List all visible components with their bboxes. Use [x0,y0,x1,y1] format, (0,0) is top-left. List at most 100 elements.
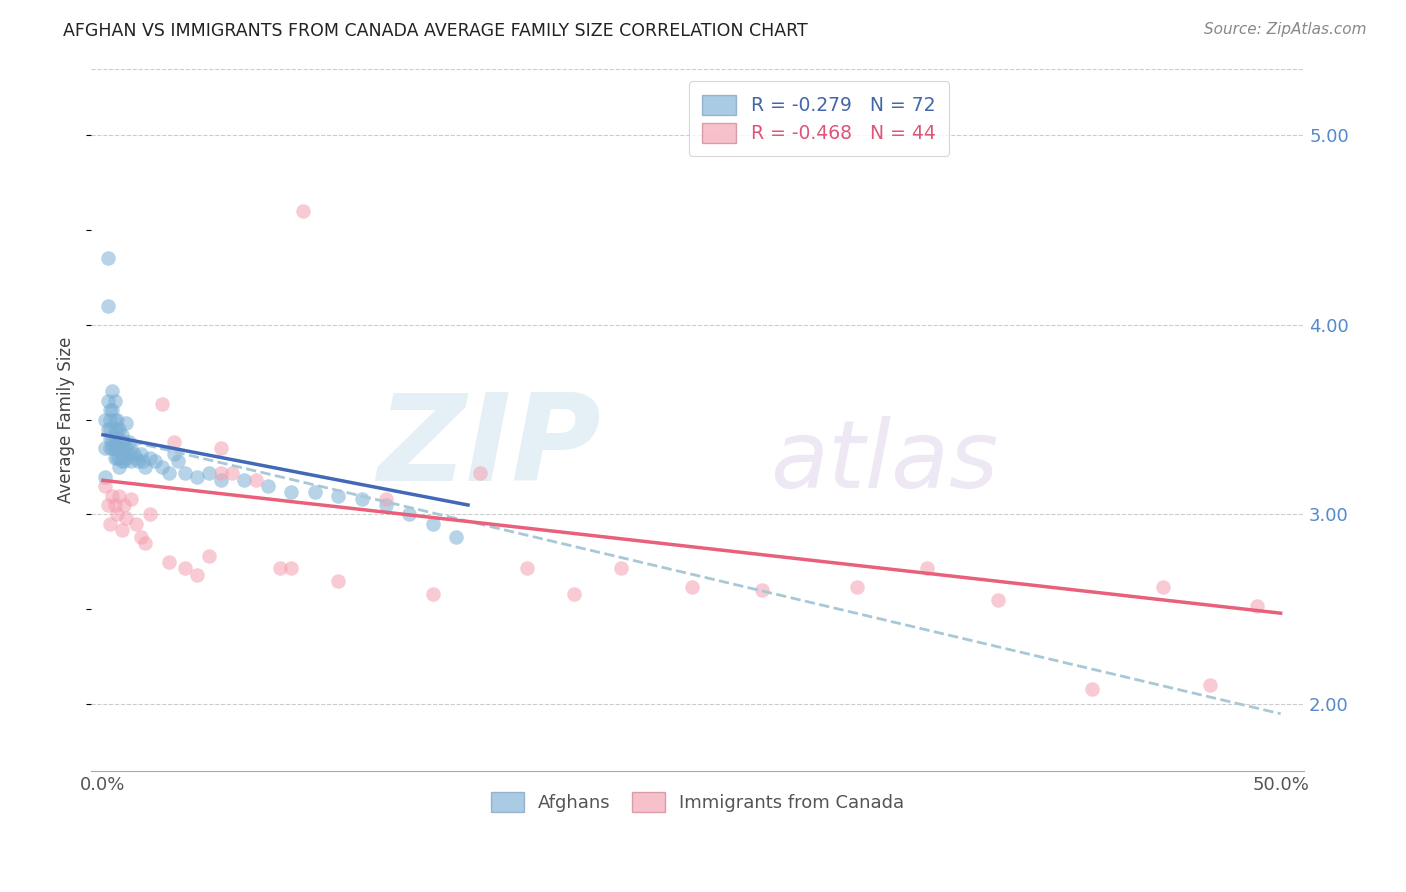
Point [98,422,121,436]
Point [139,450,162,465]
Point [917,560,939,574]
Point [111,523,134,537]
Point [198,466,221,480]
Legend: Afghans, Immigrants from Canada: Afghans, Immigrants from Canada [478,780,917,825]
Point [115,441,138,455]
Point [108,460,131,475]
Point [98,412,121,426]
Point [398,508,420,522]
Point [350,492,373,507]
Point [101,403,124,417]
Point [104,422,127,436]
Point [280,484,302,499]
Point [122,447,145,461]
Point [105,432,128,446]
Point [101,432,124,446]
Point [115,417,138,431]
Point [115,511,138,525]
Point [751,583,773,598]
Point [108,489,131,503]
Point [1081,682,1104,697]
Point [233,473,256,487]
Point [98,441,121,455]
Point [111,454,134,468]
Point [174,560,197,574]
Point [105,450,128,465]
Point [186,469,208,483]
Point [108,432,131,446]
Point [125,516,148,531]
Point [112,435,135,450]
Point [245,473,267,487]
Point [94,479,117,493]
Point [105,441,128,455]
Point [101,384,124,398]
Text: atlas: atlas [770,417,998,508]
Point [111,427,134,442]
Point [374,498,396,512]
Point [134,460,156,475]
Y-axis label: Average Family Size: Average Family Size [58,336,75,503]
Point [174,466,197,480]
Point [209,473,232,487]
Point [108,441,131,455]
Point [97,299,120,313]
Point [108,422,131,436]
Point [112,498,135,512]
Text: AFGHAN VS IMMIGRANTS FROM CANADA AVERAGE FAMILY SIZE CORRELATION CHART: AFGHAN VS IMMIGRANTS FROM CANADA AVERAGE… [63,22,808,40]
Point [118,435,141,450]
Point [129,530,152,544]
Point [304,484,326,499]
Point [328,489,350,503]
Point [1152,580,1174,594]
Point [112,447,135,461]
Point [118,447,141,461]
Point [94,469,117,483]
Point [422,516,444,531]
Point [143,454,166,468]
Point [105,412,128,426]
Point [468,466,491,480]
Point [280,560,302,574]
Point [681,580,703,594]
Point [444,530,467,544]
Point [115,450,138,465]
Point [97,498,120,512]
Point [120,454,142,468]
Point [97,393,120,408]
Point [108,450,131,465]
Point [101,489,124,503]
Point [256,479,278,493]
Point [120,492,142,507]
Point [422,587,444,601]
Point [562,587,585,601]
Point [125,450,148,465]
Point [98,516,121,531]
Point [98,432,121,446]
Point [127,454,149,468]
Point [162,447,184,461]
Point [150,460,173,475]
Point [186,568,208,582]
Text: ZIP: ZIP [377,389,600,506]
Point [98,403,121,417]
Point [328,574,350,588]
Point [104,432,127,446]
Point [101,441,124,455]
Point [374,492,396,507]
Point [94,441,117,455]
Point [120,441,142,455]
Point [94,412,117,426]
Point [610,560,633,574]
Point [104,412,127,426]
Point [105,508,128,522]
Point [221,466,243,480]
Point [987,593,1010,607]
Point [111,435,134,450]
Point [104,441,127,455]
Point [157,555,180,569]
Point [132,454,155,468]
Point [104,450,127,465]
Point [104,498,127,512]
Point [198,549,221,564]
